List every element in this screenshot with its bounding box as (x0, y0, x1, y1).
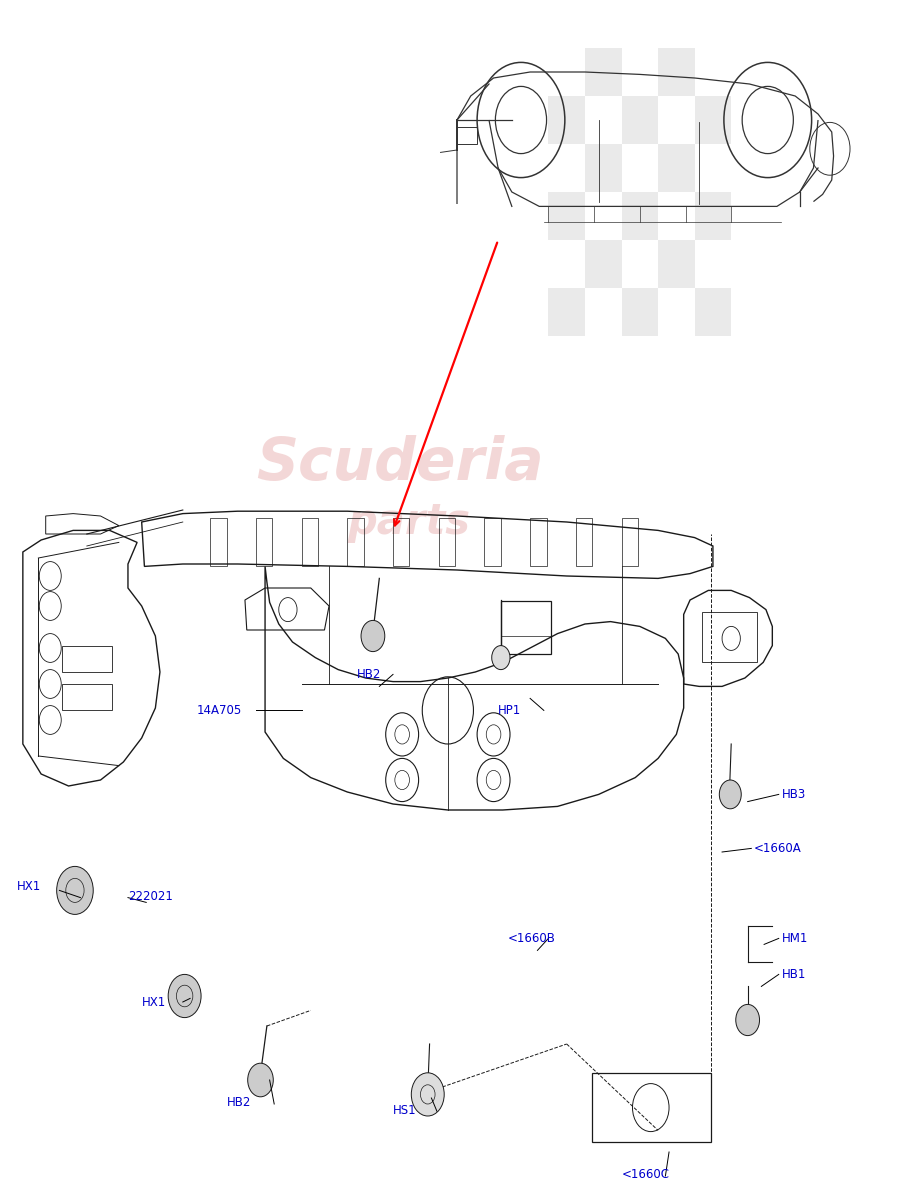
Text: HB2: HB2 (356, 668, 381, 680)
Circle shape (411, 1073, 444, 1116)
Bar (548, 144, 585, 192)
Bar (256, 518, 272, 566)
Bar (393, 518, 409, 566)
Bar (695, 144, 731, 192)
Bar (658, 48, 695, 96)
Bar (658, 288, 695, 336)
Text: <1660A: <1660A (754, 842, 802, 854)
Text: HS1: HS1 (393, 1104, 417, 1116)
Text: HM1: HM1 (781, 932, 808, 946)
Circle shape (492, 646, 510, 670)
Bar (548, 48, 585, 96)
Bar (658, 240, 695, 288)
Bar (622, 240, 658, 288)
Text: HX1: HX1 (16, 881, 41, 893)
Bar (530, 518, 547, 566)
Bar (302, 518, 318, 566)
Bar (576, 518, 592, 566)
Bar (695, 96, 731, 144)
Text: HX1: HX1 (142, 996, 166, 1008)
Bar (439, 518, 455, 566)
Circle shape (719, 780, 741, 809)
Text: 222021: 222021 (128, 890, 173, 902)
Text: HB3: HB3 (781, 788, 806, 802)
Bar (585, 96, 622, 144)
Text: <1660C: <1660C (622, 1169, 670, 1181)
Bar (695, 192, 731, 240)
Bar (585, 144, 622, 192)
Circle shape (168, 974, 201, 1018)
Bar (622, 48, 658, 96)
Bar (658, 144, 695, 192)
Bar (62, 646, 112, 672)
Bar (622, 288, 658, 336)
Bar (501, 601, 551, 654)
Text: HB2: HB2 (227, 1097, 251, 1109)
Circle shape (248, 1063, 273, 1097)
Text: 14A705: 14A705 (197, 704, 242, 716)
Bar (622, 144, 658, 192)
Bar (548, 96, 585, 144)
Text: Scuderia: Scuderia (256, 434, 544, 492)
Bar (695, 288, 731, 336)
Text: HP1: HP1 (498, 704, 521, 716)
Bar (622, 192, 658, 240)
Text: parts: parts (347, 500, 471, 542)
Bar (658, 96, 695, 144)
Text: HB1: HB1 (781, 968, 806, 982)
Bar (484, 518, 501, 566)
Bar (695, 48, 731, 96)
Bar (622, 518, 638, 566)
Bar (695, 240, 731, 288)
Bar (548, 240, 585, 288)
Bar (658, 192, 695, 240)
Bar (622, 96, 658, 144)
Bar (548, 288, 585, 336)
Bar (592, 1073, 711, 1142)
Bar (62, 684, 112, 710)
Bar (702, 612, 757, 662)
Bar (548, 192, 585, 240)
Bar (585, 240, 622, 288)
Text: <1660B: <1660B (507, 932, 555, 946)
Circle shape (361, 620, 385, 652)
Circle shape (57, 866, 93, 914)
Bar (210, 518, 227, 566)
Bar (347, 518, 364, 566)
Bar (585, 48, 622, 96)
Circle shape (736, 1004, 760, 1036)
Bar (585, 192, 622, 240)
Bar (585, 288, 622, 336)
Bar (457, 127, 477, 144)
